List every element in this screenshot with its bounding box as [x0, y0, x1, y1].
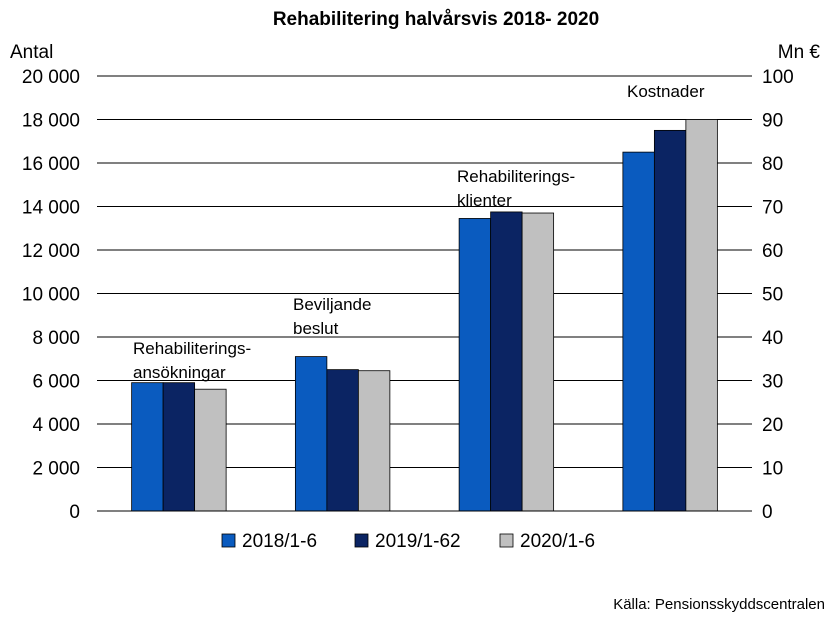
legend-swatch	[354, 533, 369, 548]
left-tick-label: 10 000	[22, 285, 80, 306]
legend: 2018/1-6 2019/1-62 2020/1-6	[221, 531, 595, 552]
category-label: ansökningar	[133, 363, 226, 382]
right-tick-label: 60	[762, 241, 783, 262]
category-label: Kostnader	[627, 82, 705, 101]
right-tick-label: 20	[762, 415, 783, 436]
bar-2018/1-6-1	[294, 356, 328, 512]
left-tick-label: 18 000	[22, 111, 80, 132]
right-tick-label: 80	[762, 154, 783, 175]
left-tick-label: 12 000	[22, 241, 80, 262]
category-label: beslut	[293, 319, 339, 338]
bar-2020/1-6-1	[357, 370, 391, 512]
bars	[131, 119, 718, 512]
right-tick-label: 10	[762, 459, 783, 480]
bar-2019/1-62-0	[162, 382, 196, 512]
legend-label: 2018/1-6	[242, 531, 317, 552]
left-tick-label: 16 000	[22, 154, 80, 175]
left-axis-label: Antal	[10, 42, 53, 63]
bar-2020/1-6-0	[194, 388, 227, 512]
bar-2018/1-6-0	[131, 382, 164, 512]
left-axis-ticks: 0 2 000 4 000 6 000 8 000 10 000 12 000 14 000 1…	[22, 67, 80, 523]
legend-label: 2019/1-62	[375, 531, 461, 552]
right-tick-label: 100	[762, 67, 794, 88]
category-labels: Rehabiliterings-ansökningar Beviljande bes…	[133, 82, 705, 382]
legend-swatch	[499, 533, 514, 548]
bar-2019/1-62-1	[326, 369, 359, 512]
right-tick-label: 90	[762, 111, 783, 132]
bar-2019/1-62-2	[490, 211, 523, 512]
source-note: Källa: Pensionsskyddscentralen	[613, 596, 825, 613]
left-tick-label: 14 000	[22, 198, 80, 219]
bar-2018/1-6-3	[622, 151, 655, 512]
left-tick-label: 6 000	[32, 372, 80, 393]
bar-2018/1-6-2	[458, 218, 492, 512]
right-tick-label: 40	[762, 328, 783, 349]
right-axis-ticks: 0 10 20 30 40 50 60 70 80 90 100	[762, 67, 794, 523]
category-label: klienter	[457, 191, 512, 210]
legend-swatch	[221, 533, 236, 548]
left-tick-label: 20 000	[22, 67, 80, 88]
bar-2020/1-6-2	[521, 212, 555, 512]
bar-2020/1-6-3	[685, 119, 718, 512]
left-tick-label: 0	[69, 502, 80, 523]
left-tick-label: 4 000	[32, 415, 80, 436]
right-tick-label: 70	[762, 198, 783, 219]
left-tick-label: 8 000	[32, 328, 80, 349]
category-label: Rehabiliterings-	[133, 339, 251, 358]
bar-2019/1-62-3	[653, 129, 687, 512]
right-axis-label: Mn €	[778, 42, 821, 63]
chart-title: Rehabilitering halvårsvis 2018- 2020	[273, 9, 599, 30]
right-tick-label: 50	[762, 285, 783, 306]
right-tick-label: 30	[762, 372, 783, 393]
right-tick-label: 0	[762, 502, 773, 523]
category-label: Rehabiliterings-	[457, 167, 575, 186]
legend-label: 2020/1-6	[520, 531, 595, 552]
category-label: Beviljande	[293, 295, 371, 314]
left-tick-label: 2 000	[32, 459, 80, 480]
